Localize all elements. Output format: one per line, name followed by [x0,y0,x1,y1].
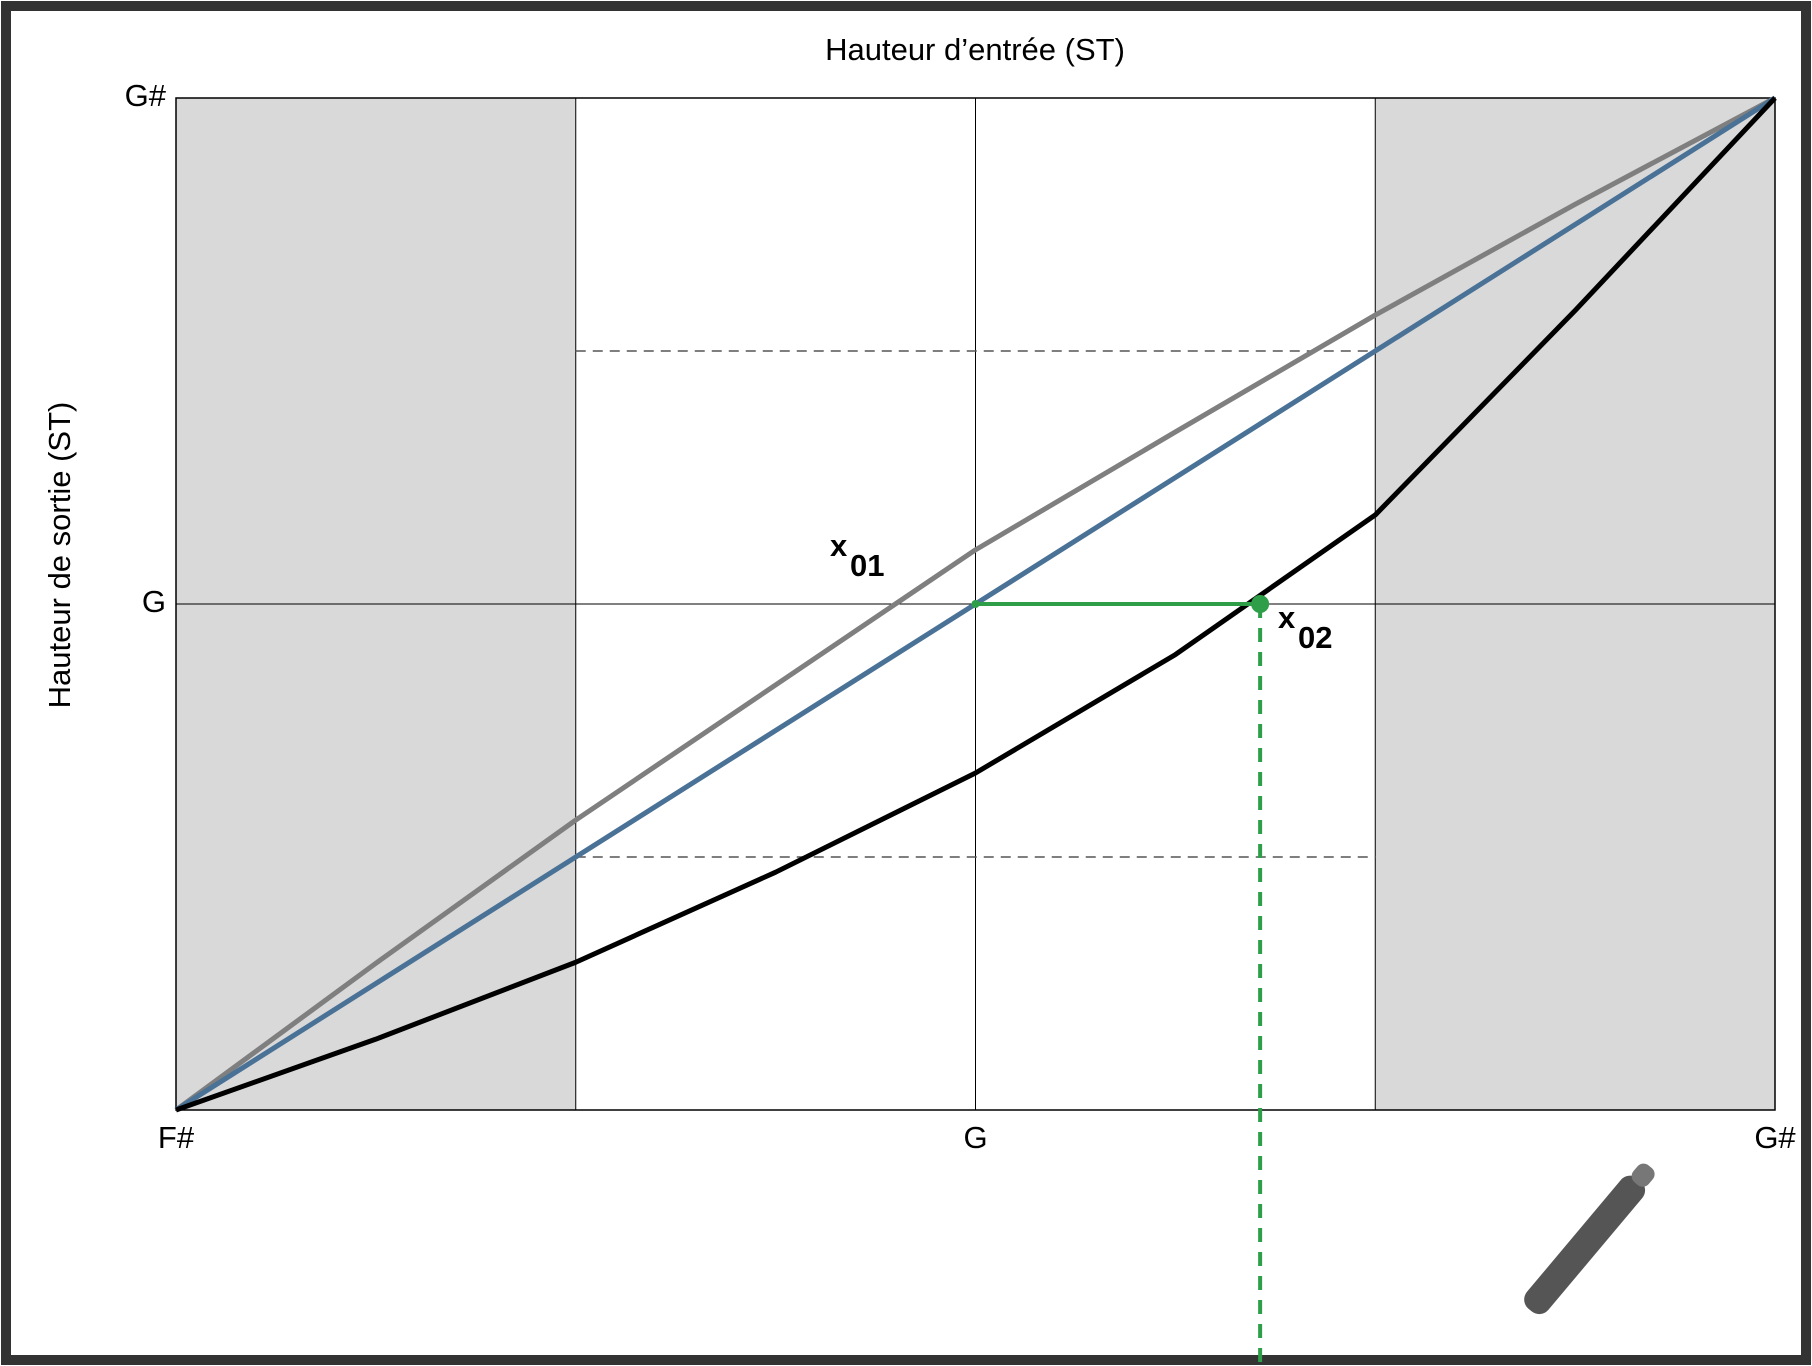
x-tick-label: G [963,1120,987,1155]
marker-point [1251,595,1269,613]
annotation-base: x [830,528,848,563]
annotation-base: x [1278,600,1296,635]
chart-title: Hauteur d’entrée (ST) [825,32,1125,67]
marker-start [972,600,980,608]
annotation-sub: 01 [850,548,884,583]
x-tick-label: G# [1754,1120,1796,1155]
annotation-sub: 02 [1298,620,1332,655]
y-tick-label: G [142,584,166,619]
x-tick-label: F# [158,1120,195,1155]
chart: Hauteur d’entrée (ST) Hauteur de sortie … [0,0,1812,1366]
y-tick-label: G# [125,78,167,113]
y-axis-label: Hauteur de sortie (ST) [42,402,77,709]
